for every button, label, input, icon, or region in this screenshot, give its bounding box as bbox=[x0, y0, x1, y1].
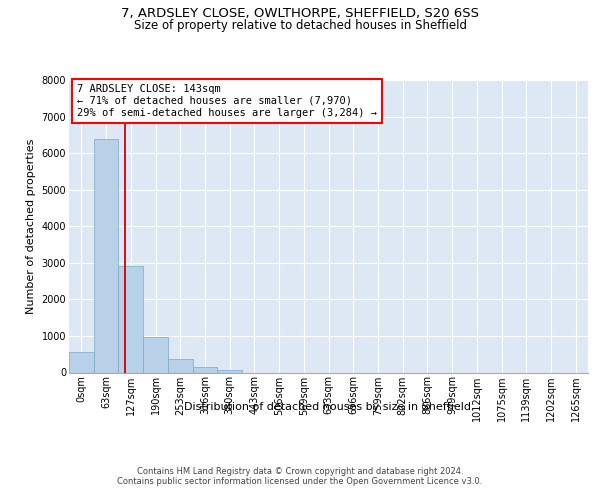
Text: 7, ARDSLEY CLOSE, OWLTHORPE, SHEFFIELD, S20 6SS: 7, ARDSLEY CLOSE, OWLTHORPE, SHEFFIELD, … bbox=[121, 8, 479, 20]
Text: 7 ARDSLEY CLOSE: 143sqm
← 71% of detached houses are smaller (7,970)
29% of semi: 7 ARDSLEY CLOSE: 143sqm ← 71% of detache… bbox=[77, 84, 377, 117]
Bar bbox=[94, 138, 118, 372]
Bar bbox=[143, 337, 168, 372]
Text: Distribution of detached houses by size in Sheffield: Distribution of detached houses by size … bbox=[184, 402, 470, 412]
Bar bbox=[168, 360, 193, 372]
Text: Contains HM Land Registry data © Crown copyright and database right 2024.: Contains HM Land Registry data © Crown c… bbox=[137, 468, 463, 476]
Bar bbox=[217, 370, 242, 372]
Bar bbox=[69, 352, 94, 372]
Text: Contains public sector information licensed under the Open Government Licence v3: Contains public sector information licen… bbox=[118, 478, 482, 486]
Text: Size of property relative to detached houses in Sheffield: Size of property relative to detached ho… bbox=[133, 19, 467, 32]
Bar bbox=[193, 367, 217, 372]
Bar bbox=[118, 266, 143, 372]
Y-axis label: Number of detached properties: Number of detached properties bbox=[26, 138, 36, 314]
